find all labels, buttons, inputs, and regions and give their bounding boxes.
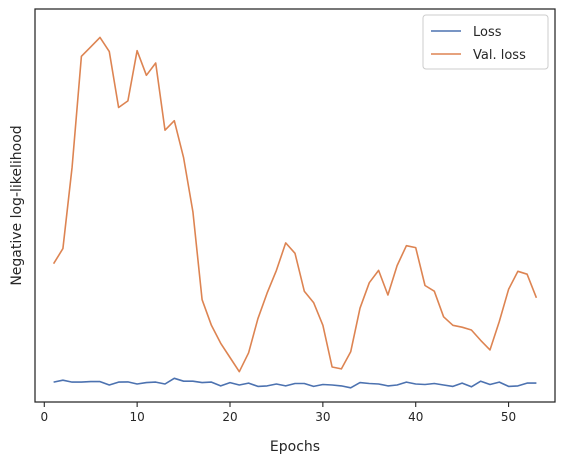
legend-box <box>422 14 549 70</box>
x-tick-label: 30 <box>315 410 330 424</box>
y-axis-label: Negative log-likelihood <box>9 125 25 285</box>
legend-label-loss: Loss <box>473 25 502 40</box>
x-tick-label: 10 <box>130 410 145 424</box>
plot-frame <box>34 8 556 403</box>
legend-label-val-loss: Val. loss <box>473 48 526 63</box>
x-axis-ticks: 0 10 20 30 40 50 <box>40 402 516 424</box>
plot-lines <box>52 36 538 389</box>
x-axis-label: Epochs <box>270 439 320 455</box>
series-line-val-loss <box>52 36 538 373</box>
x-tick-label: 50 <box>501 410 516 424</box>
series-line-loss <box>53 377 537 389</box>
legend: Loss Val. loss <box>422 14 549 70</box>
x-tick-label: 20 <box>222 410 237 424</box>
x-tick-label: 0 <box>40 410 48 424</box>
x-tick-label: 40 <box>408 410 423 424</box>
